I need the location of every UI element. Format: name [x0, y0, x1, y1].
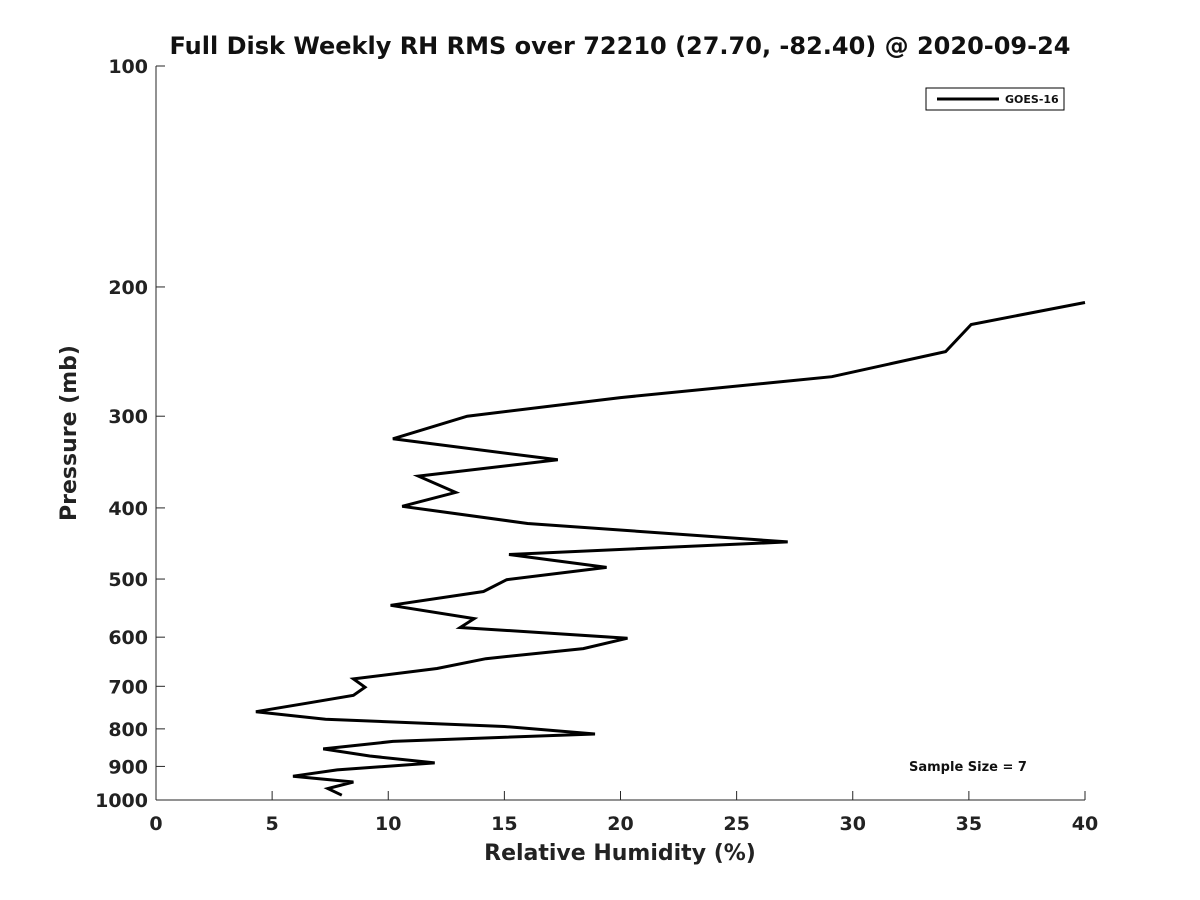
x-tick-label: 40 [1072, 813, 1098, 835]
y-tick-label: 200 [108, 277, 148, 299]
y-tick-label: 700 [108, 676, 148, 698]
sample-size-annotation: Sample Size = 7 [909, 760, 1027, 775]
y-tick-label: 800 [108, 719, 148, 741]
x-tick-label: 5 [266, 813, 279, 835]
x-tick-label: 30 [840, 813, 866, 835]
y-axis-ticks: 100 200 300 400 500 600 700 800 900 1000 [95, 56, 165, 812]
chart-title: Full Disk Weekly RH RMS over 72210 (27.7… [169, 32, 1070, 60]
y-tick-label: 300 [108, 406, 148, 428]
y-tick-label: 1000 [95, 790, 148, 812]
y-tick-label: 500 [108, 569, 148, 591]
y-axis-label: Pressure (mb) [57, 345, 82, 521]
axes-frame [155, 66, 1085, 801]
y-tick-label: 900 [108, 756, 148, 778]
x-axis-ticks: 0 5 10 15 20 25 30 35 40 [149, 791, 1098, 835]
series-line-goes-16 [255, 301, 1086, 797]
y-tick-label: 100 [108, 56, 148, 78]
x-tick-label: 15 [491, 813, 517, 835]
legend-label-goes-16: GOES-16 [1005, 93, 1059, 106]
y-tick-label: 600 [108, 627, 148, 649]
series-group [255, 301, 1086, 797]
x-tick-label: 35 [956, 813, 982, 835]
y-tick-label: 400 [108, 498, 148, 520]
legend: GOES-16 [925, 87, 1065, 111]
x-tick-label: 0 [149, 813, 162, 835]
x-axis-label: Relative Humidity (%) [484, 841, 756, 866]
x-tick-label: 25 [723, 813, 749, 835]
x-tick-label: 20 [607, 813, 633, 835]
x-tick-label: 10 [375, 813, 401, 835]
